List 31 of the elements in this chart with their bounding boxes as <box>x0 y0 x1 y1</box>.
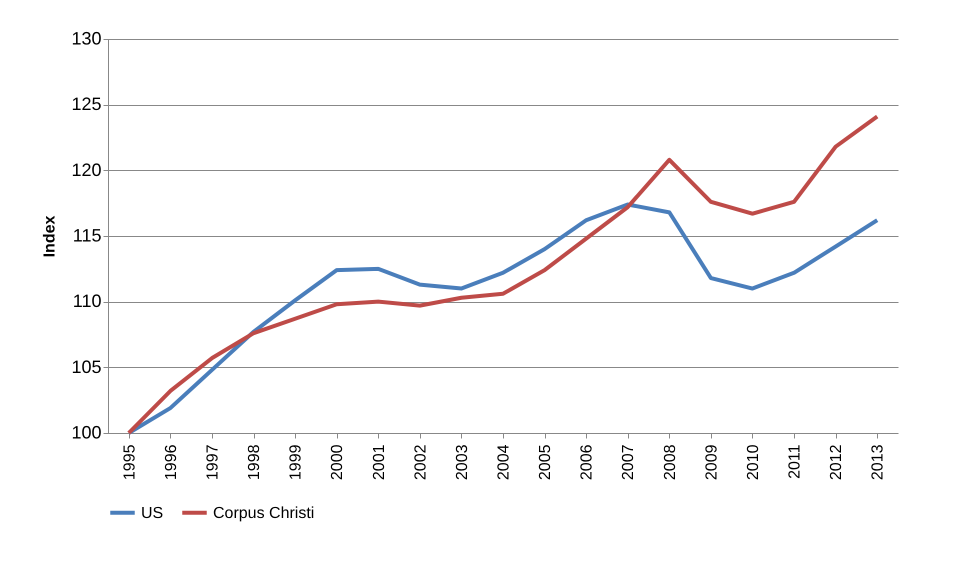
x-tick-label: 2002 <box>412 444 430 480</box>
x-tick-label: 2011 <box>786 444 804 479</box>
line-series <box>126 114 880 435</box>
y-tick-label: 120 <box>71 160 102 180</box>
x-tick-label: 2005 <box>537 444 554 480</box>
x-tick-label: 2006 <box>578 444 596 480</box>
line-series <box>126 202 880 435</box>
x-tick-label: 2013 <box>870 444 887 480</box>
x-tick-label: 2003 <box>454 444 471 480</box>
x-tick-label: 2000 <box>329 444 346 480</box>
x-tick-label: 2001 <box>370 444 388 480</box>
x-tick-label: 2010 <box>744 444 762 480</box>
legend-label: US <box>141 504 164 522</box>
legend-label: Corpus Christi <box>213 504 314 522</box>
x-tick-label: 2004 <box>496 444 512 480</box>
y-tick-label: 110 <box>72 291 102 312</box>
x-tick-label: 1996 <box>162 444 180 480</box>
x-tick-label: 2007 <box>620 444 638 480</box>
y-tick-label: 115 <box>72 226 102 246</box>
y-tick-label: 105 <box>71 356 102 377</box>
x-tick-label: 2009 <box>703 444 720 480</box>
y-tick-label: 130 <box>71 28 102 48</box>
x-tick-label: 1997 <box>204 444 222 480</box>
y-tick-label: 100 <box>71 422 102 442</box>
x-tick-label: 1995 <box>121 444 138 480</box>
x-tick-label: 2012 <box>828 444 846 480</box>
y-axis-title: Index <box>41 216 58 258</box>
y-tick-label: 125 <box>71 94 102 114</box>
x-tick-label: 2008 <box>662 444 679 480</box>
x-tick-label: 1999 <box>288 444 305 480</box>
x-tick-label: 1998 <box>246 444 264 480</box>
